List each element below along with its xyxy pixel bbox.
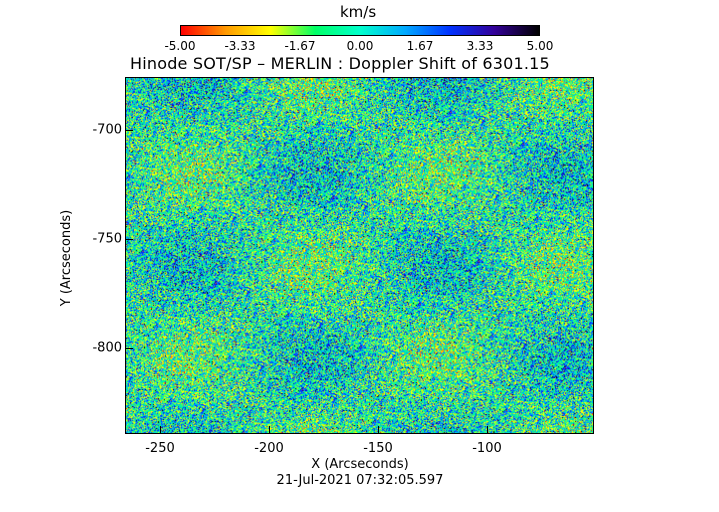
doppler-map-image	[126, 78, 593, 433]
x-tick-label: -250	[145, 441, 175, 456]
colorbar	[180, 25, 540, 36]
y-tick-mark	[125, 239, 133, 240]
y-tick-label: -800	[92, 340, 122, 356]
x-tick-mark	[160, 426, 161, 434]
colorbar-tick-label: -3.33	[224, 39, 256, 53]
x-tick-label: -100	[472, 441, 502, 456]
y-axis-label: Y (Arcseconds)	[59, 209, 74, 307]
colorbar-units-label: km/s	[340, 3, 377, 21]
y-tick-mark	[125, 348, 133, 349]
y-tick-label: -700	[92, 122, 122, 138]
colorbar-tick-label: 5.00	[526, 39, 554, 53]
doppler-map	[125, 77, 594, 434]
colorbar-tick-label: -5.00	[164, 39, 196, 53]
x-tick-mark	[487, 426, 488, 434]
y-axis: -700 -750 -800	[0, 0, 122, 512]
x-tick-mark	[378, 426, 379, 434]
y-tick-mark	[125, 130, 133, 131]
x-tick-label: -150	[363, 441, 393, 456]
x-tick-mark	[269, 426, 270, 434]
plot-title: Hinode SOT/SP – MERLIN : Doppler Shift o…	[130, 54, 550, 73]
x-axis-label: X (Arcseconds)	[311, 457, 409, 472]
x-tick-label: -200	[254, 441, 284, 456]
colorbar-tick-label: 3.33	[466, 39, 494, 53]
y-tick-label: -750	[92, 231, 122, 247]
colorbar-tick-label: 0.00	[346, 39, 374, 53]
colorbar-tick-label: -1.67	[284, 39, 316, 53]
timestamp: 21-Jul-2021 07:32:05.597	[276, 473, 444, 488]
colorbar-tick-label: 1.67	[406, 39, 434, 53]
